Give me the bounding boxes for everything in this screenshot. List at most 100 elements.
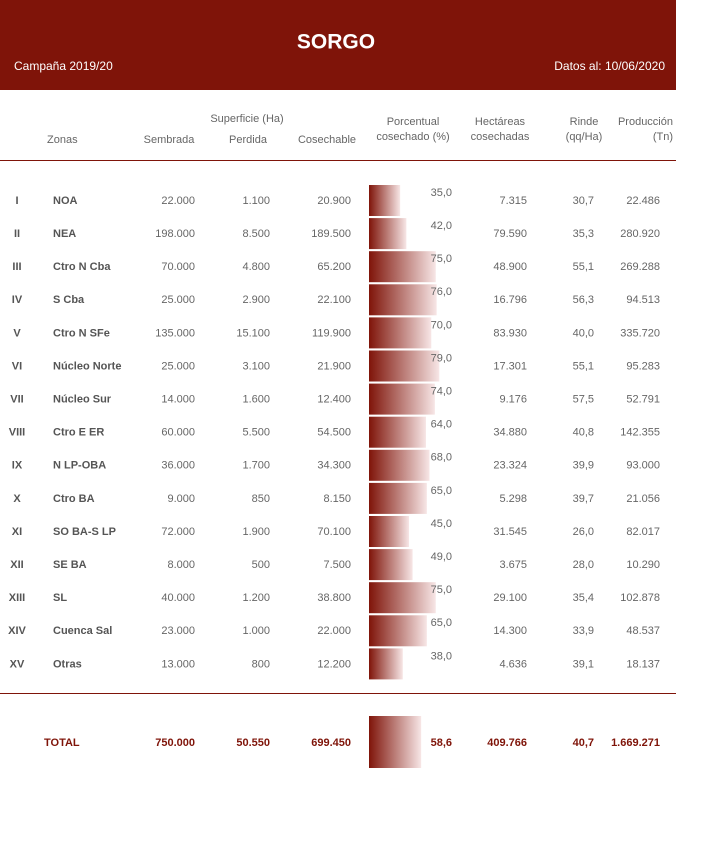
cell: 39,1: [573, 658, 594, 670]
pct-label: 70,0: [431, 319, 452, 331]
cell: 93.000: [626, 460, 660, 472]
cell: 1.600: [242, 394, 270, 406]
cell: N LP-OBA: [53, 460, 106, 472]
pct-label: 76,0: [431, 286, 452, 298]
cell: 142.355: [620, 427, 660, 439]
cell: 16.796: [493, 294, 527, 306]
cell: 2.900: [242, 294, 270, 306]
pct-label: 35,0: [431, 187, 452, 199]
cell: 5.298: [499, 493, 527, 505]
cell: 280.920: [620, 228, 660, 240]
column-header: (qq/Ha): [566, 131, 603, 143]
cell: 33,9: [573, 625, 594, 637]
cell: 9.176: [499, 394, 527, 406]
cell: 48.900: [493, 261, 527, 273]
pct-bar: [369, 218, 407, 250]
cell: Ctro BA: [53, 493, 95, 505]
cell: Ctro N SFe: [53, 327, 110, 339]
column-header: Zonas: [47, 134, 78, 146]
cell: SE BA: [53, 559, 87, 571]
cell: 31.545: [493, 526, 527, 538]
cell: 18.137: [626, 658, 660, 670]
pct-bar: [369, 185, 401, 216]
cell: 94.513: [626, 294, 660, 306]
pct-bar: [369, 350, 440, 382]
cell: 34.880: [493, 427, 527, 439]
cell: 23.000: [161, 625, 195, 637]
column-header: Cosechable: [298, 134, 356, 146]
cell: 72.000: [161, 526, 195, 538]
cell: 70.000: [161, 261, 195, 273]
cell: IV: [12, 294, 23, 306]
cell: 70.100: [317, 526, 351, 538]
cell: XIV: [8, 625, 26, 637]
cell: 3.100: [242, 360, 270, 372]
cell: 7.500: [323, 559, 351, 571]
cell: 1.000: [242, 625, 270, 637]
total-cell: 1.669.271: [611, 737, 660, 749]
cell: 34.300: [317, 460, 351, 472]
pct-bar: [369, 516, 410, 547]
cell: 8.500: [242, 228, 270, 240]
pct-bar: [369, 251, 436, 283]
cell: V: [13, 327, 21, 339]
cell: IX: [12, 460, 23, 472]
cell: 35,4: [573, 592, 594, 604]
cell: 335.720: [620, 327, 660, 339]
cell: 14.300: [493, 625, 527, 637]
pct-label: 42,0: [431, 220, 452, 232]
cell: 29.100: [493, 592, 527, 604]
total-cell: 699.450: [311, 737, 351, 749]
cell: Ctro E ER: [53, 427, 104, 439]
pct-label: 38,0: [431, 650, 452, 662]
pct-bar: [369, 449, 430, 481]
pct-label: 75,0: [431, 253, 452, 265]
cell: 4.636: [499, 658, 527, 670]
cell: 40.000: [161, 592, 195, 604]
column-header: cosechadas: [471, 131, 530, 143]
cell: 52.791: [626, 394, 660, 406]
cell: 60.000: [161, 427, 195, 439]
pct-label: 79,0: [431, 352, 452, 364]
cell: II: [14, 228, 20, 240]
column-header: cosechado (%): [376, 131, 449, 143]
cell: SL: [53, 592, 67, 604]
cell: 198.000: [155, 228, 195, 240]
cell: 40,0: [573, 327, 594, 339]
cell: Núcleo Sur: [53, 394, 112, 406]
cell: 40,8: [573, 427, 594, 439]
cell: 189.500: [311, 228, 351, 240]
cell: III: [12, 261, 21, 273]
cell: 39,7: [573, 493, 594, 505]
cell: 12.400: [317, 394, 351, 406]
pct-bar: [369, 383, 435, 415]
campaign: Campaña 2019/20: [14, 59, 113, 73]
total-cell: TOTAL: [44, 737, 80, 749]
cell: 83.930: [493, 327, 527, 339]
cell: 55,1: [573, 360, 594, 372]
cell: 30,7: [573, 195, 594, 207]
cell: Cuenca Sal: [53, 625, 112, 637]
cell: 1.100: [242, 195, 270, 207]
pct-bar: [369, 582, 436, 614]
cell: S Cba: [53, 294, 85, 306]
total-cell: 750.000: [155, 737, 195, 749]
cell: 1.900: [242, 526, 270, 538]
cell: 269.288: [620, 261, 660, 273]
pct-bar: [369, 716, 422, 768]
cell: 119.900: [312, 327, 351, 339]
cell: XI: [12, 526, 22, 538]
cell: I: [15, 195, 18, 207]
cell: 21.056: [626, 493, 660, 505]
cell: 38.800: [317, 592, 351, 604]
pct-bar: [369, 416, 426, 448]
cell: 22.486: [626, 195, 660, 207]
column-header: Sembrada: [144, 134, 196, 146]
cell: 57,5: [573, 394, 594, 406]
cell: 21.900: [317, 360, 351, 372]
pct-label: 49,0: [431, 551, 452, 563]
cell: 65.200: [317, 261, 351, 273]
pct-bar: [369, 482, 427, 514]
pct-label: 45,0: [431, 518, 452, 530]
cell: 5.500: [242, 427, 270, 439]
